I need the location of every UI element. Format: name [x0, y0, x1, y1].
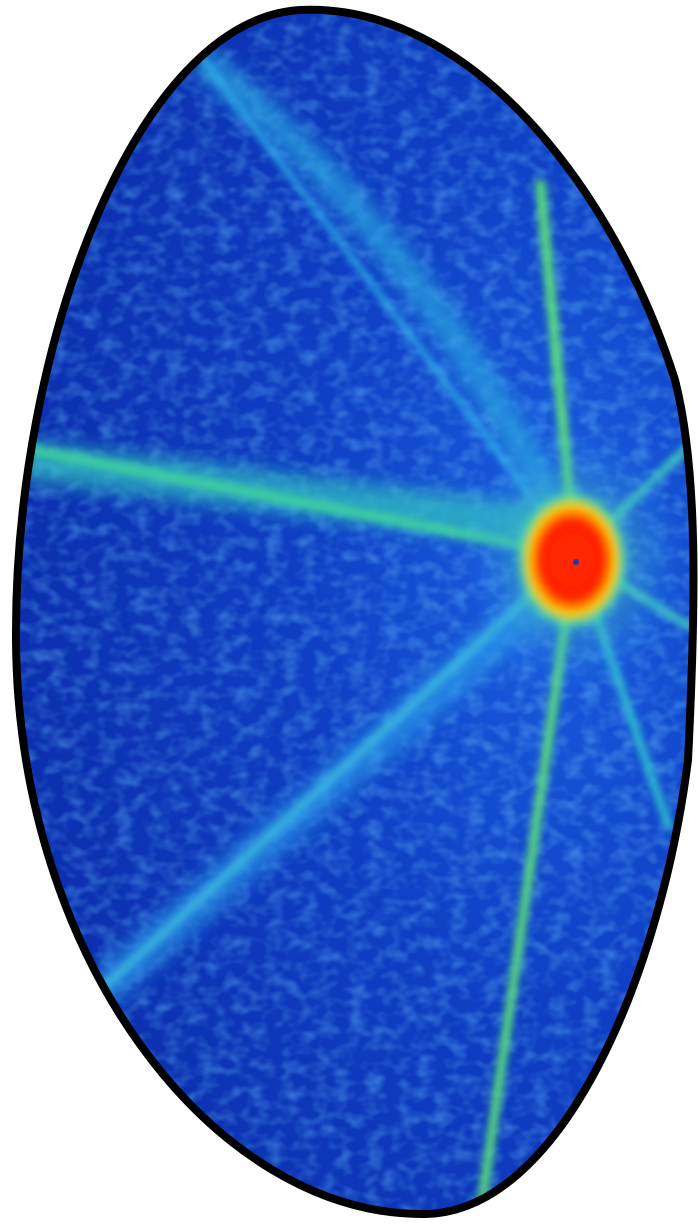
page-body: [0, 0, 698, 1225]
plasma-field: [0, 0, 698, 1225]
plasma-image: [0, 0, 698, 1225]
core-center: [573, 559, 579, 565]
core-hotspot: [514, 488, 630, 632]
page: {} html, body { margin: 0; padding: 0; b…: [0, 0, 698, 1225]
